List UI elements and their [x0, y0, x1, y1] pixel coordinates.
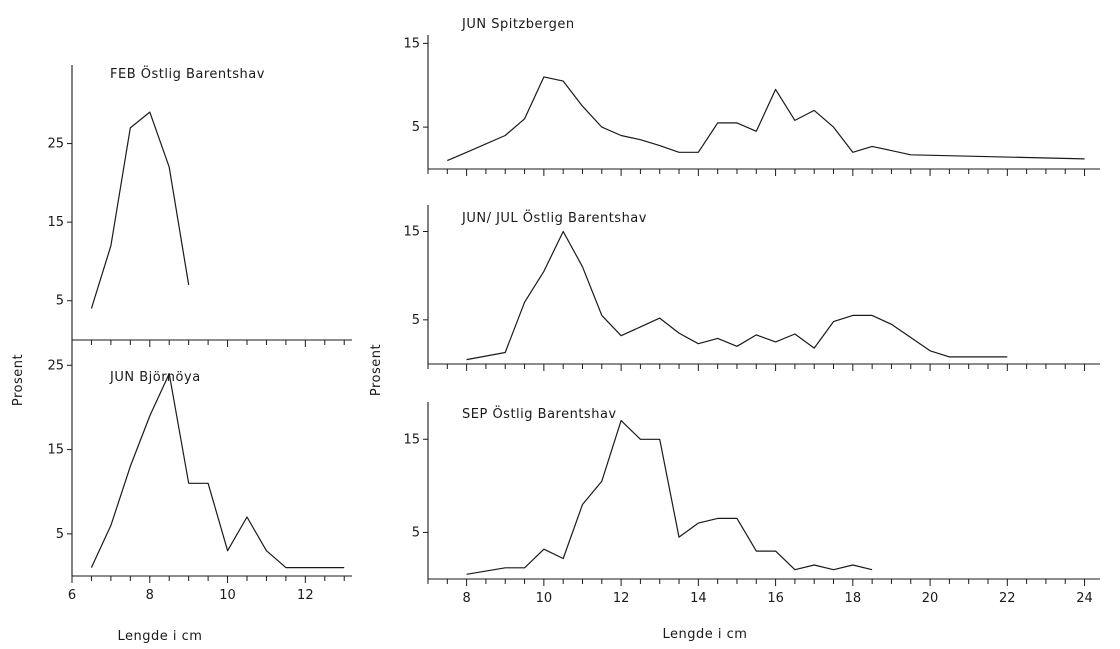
y-tick-label: 5 [412, 120, 420, 135]
x-tick-label: 6 [68, 588, 76, 603]
x-tick-label: 16 [767, 591, 784, 606]
right-x-axis-title: Lengde i cm [663, 627, 748, 642]
right-y-axis-title: Prosent [369, 344, 384, 396]
panel-title: SEP Östlig Barentshav [462, 405, 617, 422]
x-tick-label: 10 [536, 591, 553, 606]
y-tick-label: 25 [47, 358, 64, 373]
series-line [90, 111, 190, 309]
series-line [466, 420, 873, 575]
x-tick-label: 24 [1076, 591, 1093, 606]
left-x-axis-title: Lengde i cm [118, 629, 203, 644]
y-tick-label: 5 [56, 294, 64, 309]
series-line [447, 76, 1085, 162]
y-tick-label: 15 [47, 215, 64, 230]
y-tick-label: 25 [47, 137, 64, 152]
panel-title: JUN Björnöya [109, 370, 201, 385]
x-tick-label: 8 [146, 588, 154, 603]
panel-title: FEB Östlig Barentshav [110, 65, 265, 82]
y-tick-label: 5 [412, 525, 420, 540]
x-tick-label: 14 [690, 591, 707, 606]
panel-title: JUN/ JUL Östlig Barentshav [461, 209, 647, 226]
x-tick-label: 8 [462, 591, 470, 606]
y-tick-label: 15 [403, 432, 420, 447]
x-tick-label: 18 [845, 591, 862, 606]
panel-jun-bjornoya: JUN Björnöya 5 15 25 6 8 10 12 [47, 340, 352, 603]
y-tick-label: 5 [412, 313, 420, 328]
y-tick-label: 5 [56, 527, 64, 542]
x-tick-label: 20 [922, 591, 939, 606]
left-y-axis-title: Prosent [11, 354, 26, 406]
panel-sep-ostlig-barentshav: SEP Östlig Barentshav 5 15 8 10 12 14 16 18 20 22 2… [403, 402, 1100, 606]
series-line [90, 373, 345, 569]
x-tick-label: 22 [999, 591, 1016, 606]
panel-jun-jul-ostlig-barentshav: JUN/ JUL Östlig Barentshav 5 15 [403, 205, 1100, 371]
panel-title: JUN Spitzbergen [461, 17, 575, 32]
x-tick-label: 10 [219, 588, 236, 603]
panel-feb-ostlig-barentshav: FEB Östlig Barentshav 5 15 25 [47, 65, 352, 347]
y-tick-label: 15 [47, 443, 64, 458]
series-line [466, 230, 1008, 361]
x-tick-label: 12 [613, 591, 630, 606]
y-tick-label: 15 [403, 225, 420, 240]
x-tick-label: 12 [297, 588, 314, 603]
y-tick-label: 15 [403, 36, 420, 51]
panel-jun-spitzbergen: JUN Spitzbergen 5 15 [403, 17, 1100, 176]
